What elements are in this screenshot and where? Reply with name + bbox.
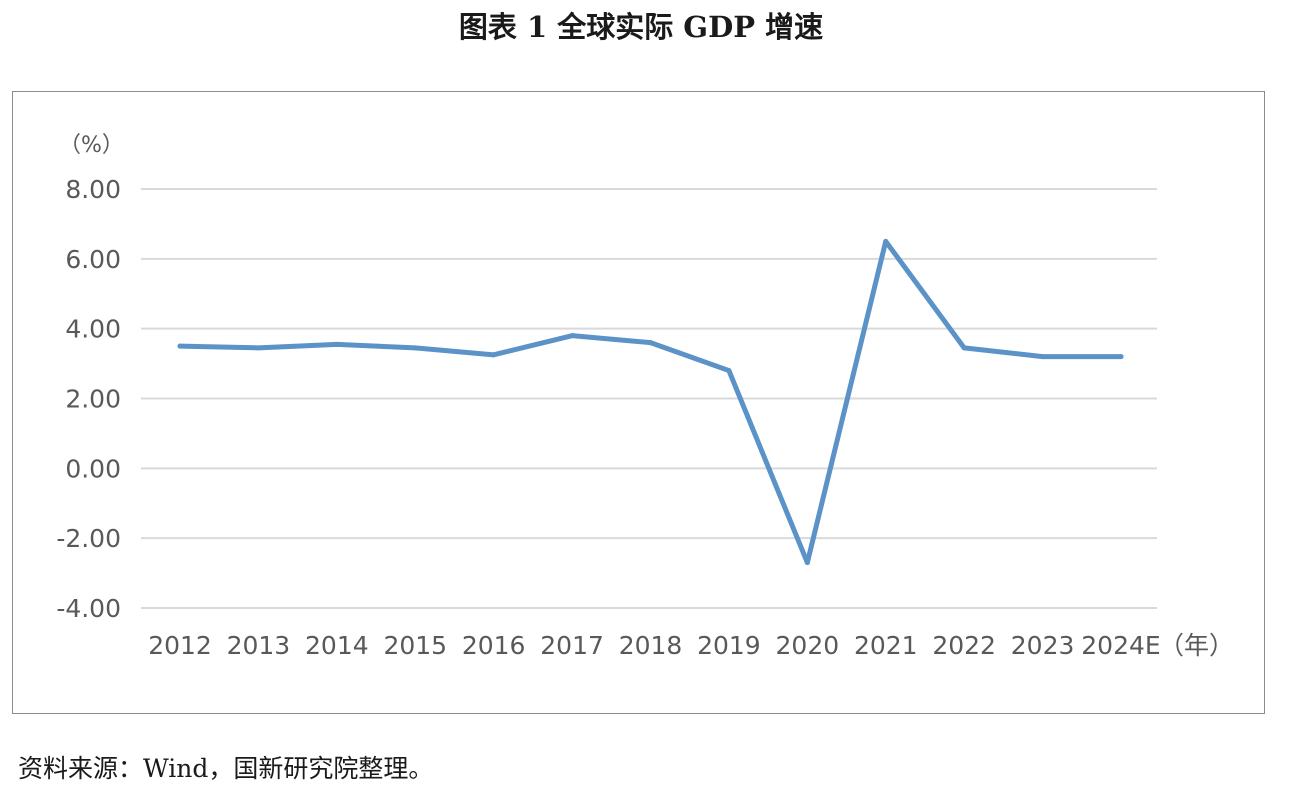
data-point bbox=[883, 238, 889, 244]
chart-title: 图表 1 全球实际 GDP 增速 bbox=[458, 10, 824, 44]
y-tick-label: 2.00 bbox=[65, 385, 121, 414]
data-point bbox=[804, 560, 810, 566]
x-axis-unit-label: （年） bbox=[1159, 631, 1234, 660]
grid-lines bbox=[141, 188, 1157, 609]
x-tick-label: 2017 bbox=[540, 631, 604, 660]
data-point bbox=[1118, 354, 1124, 360]
data-point bbox=[334, 341, 340, 347]
data-point bbox=[648, 340, 653, 346]
y-tick-label: 0.00 bbox=[65, 454, 121, 483]
line-chart: 8.006.004.002.000.00-2.00-4.00 2012 2013 2… bbox=[56, 133, 1234, 660]
x-tick-label: 2019 bbox=[697, 631, 761, 660]
data-point bbox=[177, 343, 183, 349]
x-tick-label: 2020 bbox=[776, 631, 840, 660]
y-tick-label: 6.00 bbox=[65, 245, 121, 274]
series-line bbox=[177, 238, 1124, 566]
data-point bbox=[1040, 354, 1046, 360]
x-tick-label: 2013 bbox=[227, 631, 291, 660]
data-point bbox=[569, 333, 575, 339]
y-axis-ticks: 8.00 6.00 4.00 2.00 0.00 -2.00 -4.00 bbox=[56, 175, 121, 623]
data-point bbox=[961, 345, 967, 351]
series bbox=[177, 238, 1124, 566]
x-tick-label: 2023 bbox=[1011, 631, 1075, 660]
x-axis-ticks: 2012 2013 2014 2015 2016 2017 2018 2019 2020 2021… bbox=[148, 631, 1161, 660]
x-tick-label: 2021 bbox=[854, 631, 918, 660]
data-point bbox=[726, 368, 732, 374]
data-point bbox=[412, 345, 418, 351]
data-point bbox=[491, 352, 497, 358]
x-tick-label: 2012 bbox=[148, 631, 212, 660]
source-note: 资料来源：Wind，国新研究院整理。 bbox=[18, 754, 434, 783]
x-tick-label: 2018 bbox=[619, 631, 683, 660]
y-tick-label: 4.00 bbox=[65, 315, 121, 344]
data-point bbox=[255, 345, 261, 351]
y-tick-label: -2.00 bbox=[56, 524, 121, 553]
x-tick-label: 2022 bbox=[932, 631, 996, 660]
x-tick-label: 2024E bbox=[1081, 631, 1160, 660]
x-tick-label: 2016 bbox=[462, 631, 526, 660]
chart-frame: 8.00 6.00 4.00 2.00 0.00 -2.00 -4.00 2012 2013 2… bbox=[12, 91, 1265, 714]
y-axis-unit-label: （%） bbox=[59, 133, 124, 158]
y-tick-label: -4.00 bbox=[56, 594, 121, 623]
y-tick-label: 8.00 bbox=[65, 175, 121, 204]
x-tick-label: 2015 bbox=[383, 631, 447, 660]
x-tick-label: 2014 bbox=[305, 631, 369, 660]
